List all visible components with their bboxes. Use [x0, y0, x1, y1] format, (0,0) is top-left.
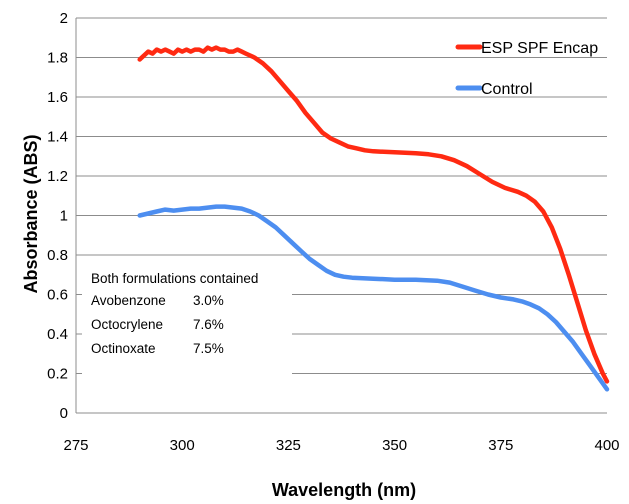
annotation-rows: Avobenzone 3.0% Octocrylene 7.6% Octinoxate 7…	[91, 293, 224, 356]
y-tick-label: 0.4	[47, 326, 68, 343]
legend-label-0: ESP SPF Encap	[481, 40, 598, 57]
annotation-ingredient-value: 7.6%	[193, 317, 224, 332]
y-tick-label: 0	[60, 405, 68, 422]
y-tick-label: 1.4	[47, 129, 68, 146]
annotation-background	[82, 263, 292, 375]
y-tick-label: 0.8	[47, 247, 68, 264]
y-tick-label: 0.2	[47, 366, 68, 383]
tick-labels: 0 0.2 0.4 0.6 0.8 1 1.2 1.4 1.6 1.8 2 275 300 325 350 3…	[47, 10, 619, 454]
y-tick-label: 1.2	[47, 168, 68, 185]
x-tick-label: 275	[63, 437, 88, 454]
x-axis-title: Wavelength (nm)	[272, 480, 416, 500]
series-line-1	[137, 204, 610, 392]
annotation-heading: Both formulations contained	[91, 271, 258, 286]
y-tick-label: 1	[60, 208, 68, 225]
x-tick-label: 400	[594, 437, 619, 454]
series-lines	[137, 45, 610, 392]
y-tick-label: 1.6	[47, 89, 68, 106]
axes	[75, 18, 607, 414]
x-tick-label: 375	[488, 437, 513, 454]
x-tick-label: 350	[382, 437, 407, 454]
annotation-ingredient-value: 3.0%	[193, 293, 224, 308]
legend-label-1: Control	[481, 81, 533, 98]
annotation-ingredient-name: Octinoxate	[91, 341, 156, 356]
annotation-box: Both formulations contained Avobenzone 3.…	[82, 263, 292, 375]
annotation-ingredient-name: Octocrylene	[91, 317, 163, 332]
annotation-ingredient-value: 7.5%	[193, 341, 224, 356]
y-tick-label: 0.6	[47, 287, 68, 304]
y-axis-title: Absorbance (ABS)	[21, 134, 41, 293]
annotation-ingredient-name: Avobenzone	[91, 293, 166, 308]
y-tick-label: 1.8	[47, 50, 68, 67]
series-line-0	[137, 45, 610, 384]
x-tick-label: 325	[276, 437, 301, 454]
y-tick-label: 2	[60, 10, 68, 27]
legend: ESP SPF Encap Control	[455, 40, 598, 98]
x-tick-label: 300	[170, 437, 195, 454]
